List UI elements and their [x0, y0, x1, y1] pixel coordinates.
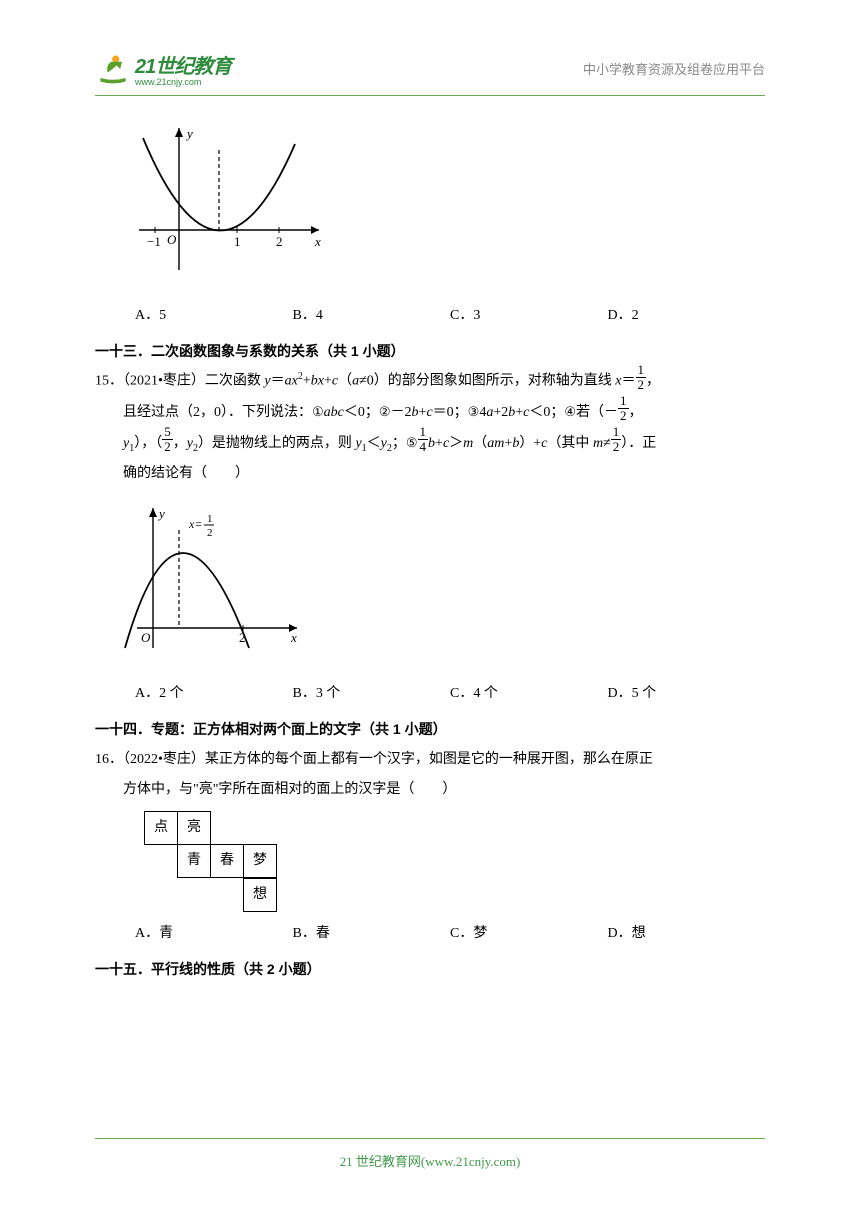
- tick-neg1: −1: [147, 234, 161, 249]
- sub-y2b: 2: [387, 442, 392, 453]
- origin-o: O: [167, 232, 177, 247]
- cube-cell-4: 春: [210, 844, 244, 878]
- svg-text:y: y: [157, 506, 165, 521]
- logo-text-wrap: 21世纪教育 www.21cnjy.com: [135, 50, 231, 87]
- sub-y1b: 1: [362, 442, 367, 453]
- footer-text: 21 世纪教育网(www.21cnjy.com): [0, 1151, 860, 1170]
- page-header: 21世纪教育 www.21cnjy.com 中小学教育资源及组卷应用平台: [95, 50, 765, 87]
- opt-15-C[interactable]: C．4 个: [450, 679, 608, 710]
- cube-spacer: [144, 845, 178, 879]
- q15-line4: 确的结论有（ ）: [123, 459, 765, 490]
- cube-cell-3: 青: [177, 844, 211, 878]
- q16-line2: 方体中，与"亮"字所在面相对的面上的汉字是（ ）: [123, 775, 765, 806]
- opt-16-D[interactable]: D．想: [608, 919, 766, 950]
- header-right-text: 中小学教育资源及组卷应用平台: [583, 59, 765, 78]
- q15-line3: y1），（52，y2）是抛物线上的两点，则 y1＜y2；⑤14b+c＞m（am+…: [123, 429, 765, 460]
- graph-q15: O y x 2 x= 1 2: [119, 498, 765, 671]
- logo-icon: [95, 51, 131, 87]
- opt-14-B[interactable]: B．4: [293, 301, 451, 332]
- q15-prefix: 15．（2021•枣庄）二次函数: [95, 374, 264, 389]
- logo-block: 21世纪教育 www.21cnjy.com: [95, 50, 231, 87]
- tick-2: 2: [276, 234, 283, 249]
- q16-line1: 16．（2022•枣庄）某正方体的每个面上都有一个汉字，如图是它的一种展开图，那…: [95, 745, 765, 776]
- q15-line2: 且经过点（2，0）．下列说法：①abc＜0；②－2b+c＝0；③4a+2b+c＜…: [123, 398, 765, 429]
- page: 21世纪教育 www.21cnjy.com 中小学教育资源及组卷应用平台 −1 …: [0, 0, 860, 1025]
- q15-sup: 2: [298, 371, 303, 382]
- svg-text:x=: x=: [188, 517, 202, 531]
- cube-row-3: 想: [145, 879, 765, 913]
- opt-16-C[interactable]: C．梦: [450, 919, 608, 950]
- svg-text:2: 2: [207, 527, 213, 539]
- cube-row-2: 青 春 梦: [145, 845, 765, 879]
- section-14-head: 一十四．专题：正方体相对两个面上的文字（共 1 小题）: [95, 714, 765, 745]
- sub-y2: 2: [193, 442, 198, 453]
- circ-5: ⑤: [406, 429, 418, 458]
- header-rule: [95, 95, 765, 96]
- q15-line1: 15．（2021•枣庄）二次函数 y＝ax2+bx+c（a≠0）的部分图象如图所…: [95, 366, 765, 397]
- options-14: A．5 B．4 C．3 D．2: [135, 301, 765, 332]
- logo-text: 21世纪教育: [135, 50, 231, 79]
- axis-y: y: [185, 126, 193, 141]
- section-15-head: 一十五．平行线的性质（共 2 小题）: [95, 954, 765, 985]
- frac-neg-1-2: 12: [618, 394, 629, 424]
- svg-text:x: x: [290, 630, 297, 645]
- frac-1-2: 12: [636, 363, 647, 393]
- svg-text:1: 1: [207, 513, 213, 525]
- content: −1 1 2 O y x A．5 B．4 C．3 D．2 一十三．二次函数图象与…: [95, 120, 765, 985]
- circ-1: ①: [312, 398, 324, 427]
- cube-row-1: 点 亮: [145, 812, 765, 845]
- cube-cell-2: 亮: [177, 811, 211, 845]
- cube-cell-6: 想: [243, 878, 277, 912]
- opt-14-D[interactable]: D．2: [608, 301, 766, 332]
- options-15: A．2 个 B．3 个 C．4 个 D．5 个: [135, 679, 765, 710]
- opt-15-D[interactable]: D．5 个: [608, 679, 766, 710]
- opt-14-C[interactable]: C．3: [450, 301, 608, 332]
- frac-1-4: 14: [418, 425, 429, 455]
- opt-15-A[interactable]: A．2 个: [135, 679, 293, 710]
- axis-x: x: [314, 234, 321, 249]
- cube-spacer-2: [144, 879, 178, 913]
- cube-cell-5: 梦: [243, 844, 277, 878]
- opt-15-B[interactable]: B．3 个: [293, 679, 451, 710]
- opt-16-B[interactable]: B．春: [293, 919, 451, 950]
- cube-spacer-4: [210, 879, 244, 913]
- options-16: A．青 B．春 C．梦 D．想: [135, 919, 765, 950]
- page-footer: 21 世纪教育网(www.21cnjy.com): [0, 1138, 860, 1170]
- graph-q14: −1 1 2 O y x: [119, 120, 765, 293]
- footer-rule: [95, 1138, 765, 1139]
- tick-1: 1: [234, 234, 241, 249]
- circ-2: ②: [379, 398, 391, 427]
- frac-5-2: 52: [162, 425, 173, 455]
- cube-net: 点 亮 青 春 梦 想: [145, 812, 765, 913]
- cube-spacer-3: [177, 879, 211, 913]
- cube-cell-1: 点: [144, 811, 178, 845]
- frac-1-2-b: 12: [611, 425, 622, 455]
- opt-16-A[interactable]: A．青: [135, 919, 293, 950]
- section-13-head: 一十三．二次函数图象与系数的关系（共 1 小题）: [95, 336, 765, 367]
- circ-4: ④: [564, 398, 576, 427]
- circ-3: ③: [468, 398, 480, 427]
- sub-y1: 1: [129, 442, 134, 453]
- opt-14-A[interactable]: A．5: [135, 301, 293, 332]
- svg-text:O: O: [141, 630, 151, 645]
